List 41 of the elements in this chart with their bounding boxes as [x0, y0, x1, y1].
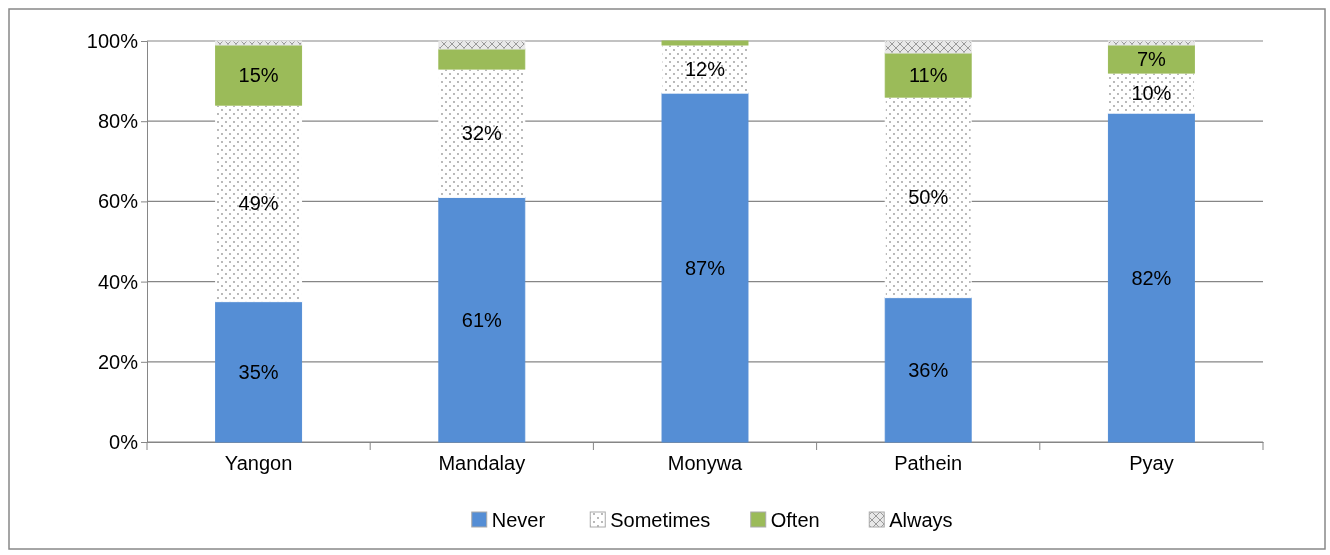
data-label: 10%: [1131, 82, 1172, 105]
data-label: 11%: [908, 64, 948, 87]
bar: [884, 40, 972, 54]
data-label: 32%: [461, 122, 503, 145]
data-label: 15%: [238, 64, 279, 87]
y-tick-label: 20%: [97, 350, 139, 373]
x-tick-label: Pathein: [894, 452, 963, 475]
y-tick-label: 60%: [97, 190, 139, 213]
x-tick-label: Pyay: [1129, 452, 1174, 475]
x-tick-label: Monywa: [667, 452, 744, 475]
legend-label: Always: [889, 509, 953, 531]
data-label: 36%: [908, 358, 949, 381]
bar: [438, 40, 526, 50]
bar: [438, 48, 526, 70]
bar: [215, 44, 303, 106]
data-label: 49%: [238, 192, 279, 215]
data-label: 61%: [461, 308, 503, 331]
data-label: 87%: [684, 256, 726, 279]
y-tick-label: 100%: [86, 29, 139, 52]
data-label: 12%: [684, 58, 726, 81]
legend-label: Never: [491, 509, 546, 531]
data-label: 35%: [238, 360, 279, 383]
bar: [438, 196, 526, 443]
y-tick-label: 0%: [109, 430, 139, 453]
data-label: 7%: [1136, 48, 1167, 71]
bar: [1107, 112, 1195, 443]
data-label: 82%: [1131, 266, 1172, 289]
x-tick-label: Yangon: [224, 452, 293, 475]
bar: [1107, 40, 1195, 46]
y-tick-label: 80%: [97, 110, 139, 133]
bar: [884, 52, 972, 98]
legend-label: Often: [770, 509, 820, 531]
bar: [215, 301, 303, 443]
x-tick-label: Mandalay: [438, 452, 526, 475]
bar: [661, 40, 749, 46]
data-label: 50%: [908, 186, 949, 209]
y-tick-label: 40%: [97, 270, 139, 293]
legend-label: Sometimes: [610, 509, 711, 531]
bar: [661, 92, 749, 443]
bar: [884, 297, 972, 443]
bar: [215, 40, 303, 46]
